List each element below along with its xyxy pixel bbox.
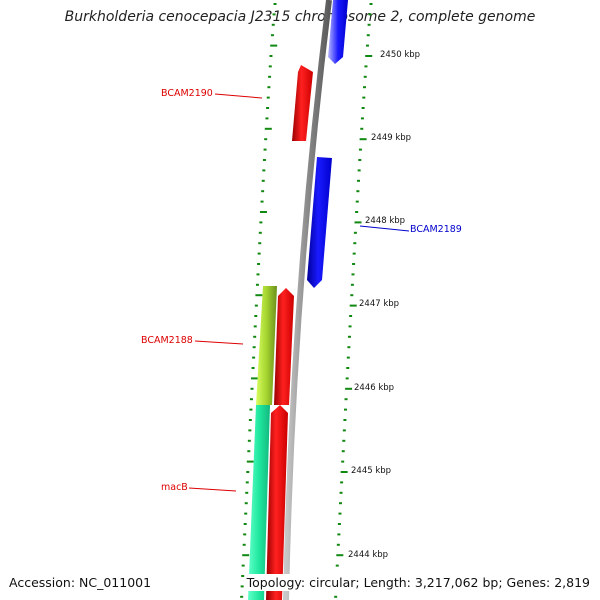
scale-label-2449: 2449 kbp <box>371 133 411 143</box>
genome-summary-text: Topology: circular; Length: 3,217,062 bp… <box>244 574 592 591</box>
gene-arrow-macb[interactable] <box>266 405 288 600</box>
gene-label-bcam2189[interactable]: BCAM2189 <box>410 224 462 235</box>
gene-arrow-bcam2188[interactable] <box>274 288 294 405</box>
scale-label-2446: 2446 kbp <box>354 383 394 393</box>
gene-label-bcam2188[interactable]: BCAM2188 <box>141 335 193 346</box>
feature-bar-teal[interactable] <box>248 405 270 600</box>
gene-arrow-top[interactable] <box>328 0 348 64</box>
gene-leader-macb <box>188 487 237 492</box>
scale-labels: 2450 kbp 2449 kbp 2448 kbp 2447 kbp 2446… <box>348 50 420 560</box>
gene-leader-bcam2189 <box>359 225 410 232</box>
map-title: Burkholderia cenocepacia J2315 chromosom… <box>64 9 536 25</box>
gene-leader-bcam2188 <box>194 340 244 345</box>
gene-label-macb[interactable]: macB <box>161 482 188 493</box>
scale-label-2448: 2448 kbp <box>365 216 405 226</box>
accession-text: Accession: NC_011001 <box>7 574 154 591</box>
scale-label-2445: 2445 kbp <box>351 466 391 476</box>
chromosome-backbone <box>283 0 332 600</box>
inner-tick-ring <box>240 3 278 598</box>
scale-label-2450: 2450 kbp <box>380 50 420 60</box>
scale-tick-ring <box>334 3 373 598</box>
feature-bar-lime[interactable] <box>256 286 277 405</box>
gene-arrow-bcam2190[interactable] <box>292 65 313 141</box>
scale-label-2444: 2444 kbp <box>348 550 388 560</box>
gene-label-bcam2190[interactable]: BCAM2190 <box>161 88 213 99</box>
scale-label-2447: 2447 kbp <box>359 299 399 309</box>
gene-leader-bcam2190 <box>214 93 263 99</box>
gene-arrow-bcam2189[interactable] <box>307 157 332 288</box>
